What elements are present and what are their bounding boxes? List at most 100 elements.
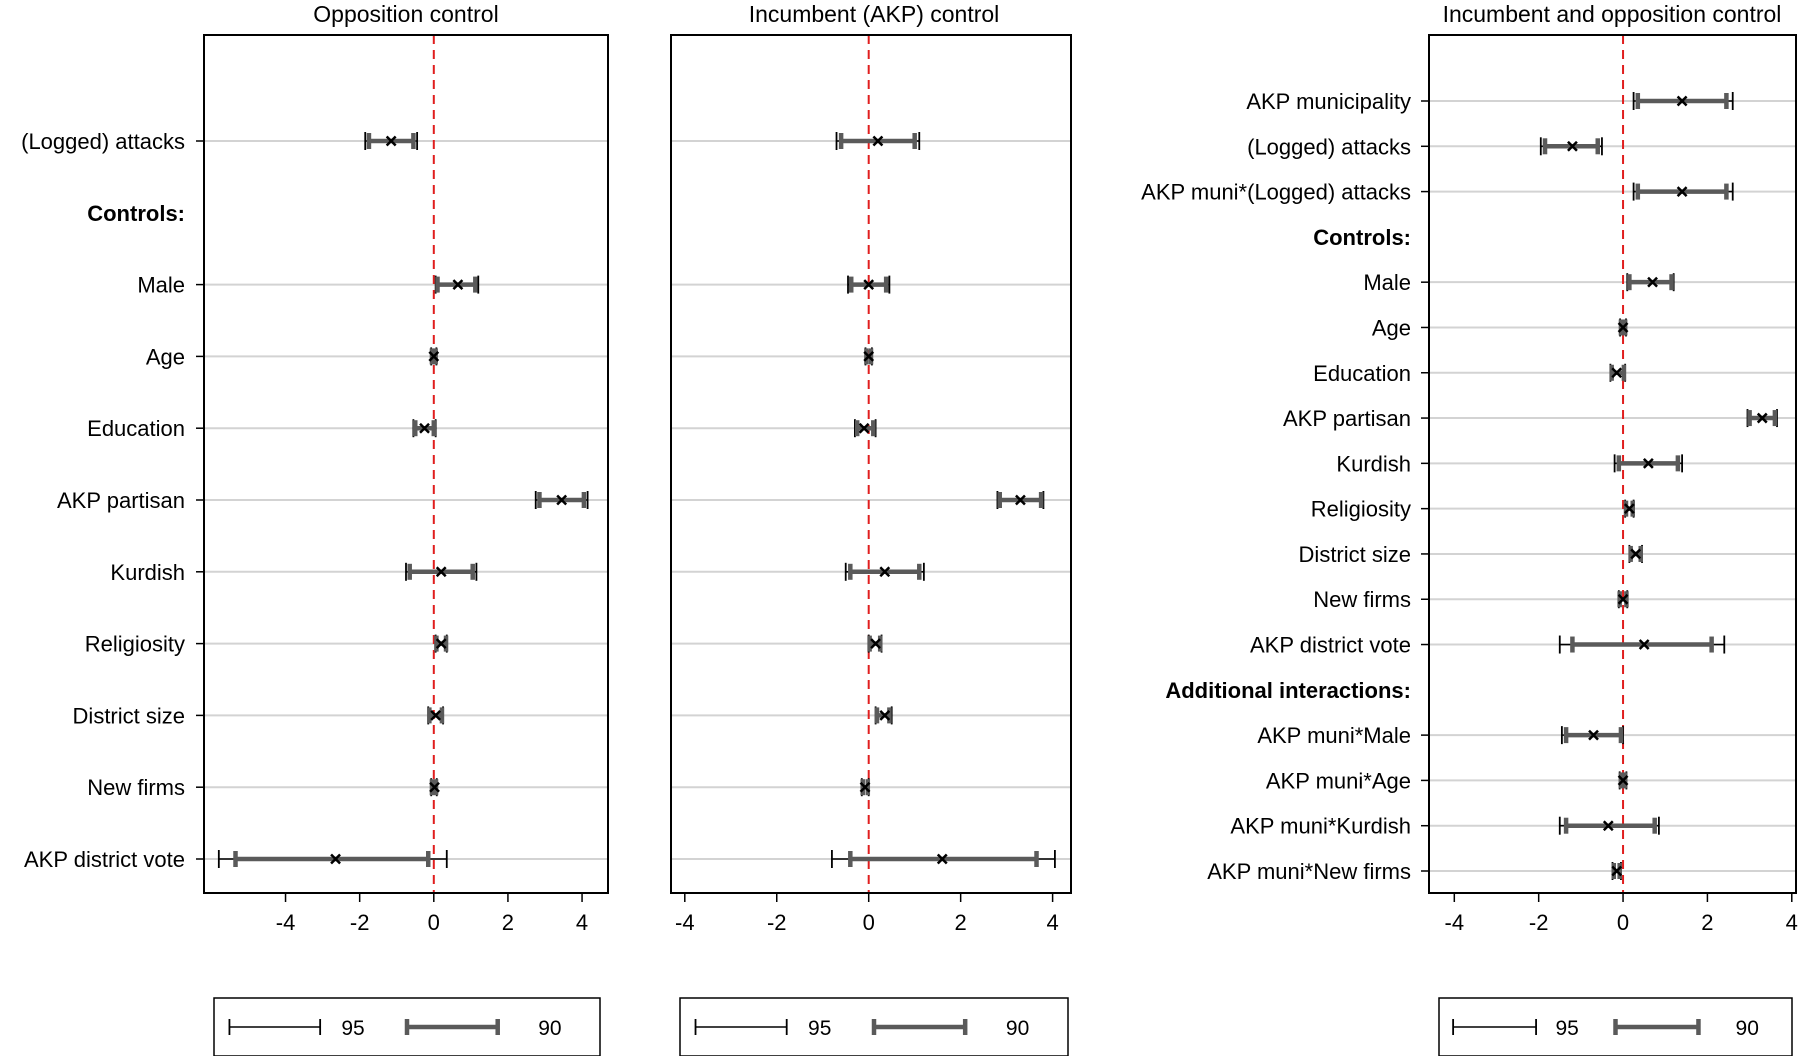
row-label: Male (137, 273, 185, 298)
section-header-label: Additional interactions: (1165, 678, 1411, 703)
x-tick-label: -4 (1445, 910, 1465, 935)
row-label: AKP muni*(Logged) attacks (1141, 180, 1411, 205)
coef-point (435, 566, 447, 578)
coef-mark (1560, 726, 1624, 745)
row-label: (Logged) attacks (21, 129, 185, 154)
row-label: District size (1299, 542, 1411, 567)
x-tick-label: -4 (675, 910, 695, 935)
coef-point (1642, 457, 1654, 469)
panel-title: Incumbent and opposition control (1443, 1, 1782, 27)
x-tick-label: 2 (955, 910, 967, 935)
coef-mark (1558, 816, 1660, 835)
coef-mark (859, 778, 871, 797)
coef-point (330, 853, 341, 865)
legend-ci90-label: 90 (538, 1017, 561, 1040)
row-label: AKP partisan (1283, 406, 1411, 431)
coef-point (863, 351, 875, 362)
row-label: Education (1313, 361, 1411, 386)
row-label: AKP muni*Male (1257, 723, 1411, 748)
x-tick-label: 4 (1046, 910, 1058, 935)
coef-point (430, 710, 442, 721)
row-label: (Logged) attacks (1247, 134, 1411, 159)
coef-mark (835, 132, 921, 150)
row-label: Education (87, 416, 185, 441)
panel-1: Opposition control (Logged) attacks Contro… (21, 1, 609, 1056)
row-label: Age (1372, 315, 1411, 340)
coef-point (429, 781, 440, 793)
coef-mark (434, 275, 480, 294)
section-header-label: Controls: (87, 201, 185, 226)
coef-mark (412, 419, 437, 438)
coef-mark (1617, 771, 1629, 790)
coef-point (556, 494, 568, 506)
coef-mark (863, 347, 875, 366)
x-tick-label: 0 (863, 910, 875, 935)
coef-mark (364, 132, 419, 150)
coef-point (1015, 494, 1026, 506)
coef-mark (1558, 635, 1726, 654)
row-label: Age (146, 344, 185, 369)
coef-point (879, 710, 891, 721)
coef-point (1676, 186, 1688, 197)
plot-frame (203, 34, 609, 894)
coef-point (859, 781, 871, 793)
coef-point (1588, 729, 1599, 741)
coef-point (1611, 865, 1623, 877)
coef-point (1647, 276, 1658, 288)
row-label: New firms (1313, 587, 1411, 612)
coef-point (872, 135, 884, 147)
coef-point (863, 279, 875, 290)
coef-point (452, 279, 464, 290)
coef-mark (996, 491, 1045, 509)
x-tick-label: 2 (1701, 910, 1713, 935)
coef-point (1623, 503, 1635, 515)
row-label: Male (1363, 270, 1411, 295)
coef-mark (847, 275, 891, 294)
coef-point (1602, 820, 1614, 832)
coef-mark (1609, 363, 1627, 382)
row-label: Kurdish (110, 560, 185, 585)
plot-frame (670, 34, 1072, 894)
panel-title: Opposition control (313, 1, 498, 27)
coef-mark (1632, 92, 1734, 110)
coef-mark (867, 634, 883, 653)
row-label: AKP muni*New firms (1207, 859, 1411, 884)
x-tick-label: -2 (1529, 910, 1549, 935)
coef-mark (1613, 454, 1684, 473)
coef-mark (1539, 137, 1603, 156)
x-tick-label: 2 (502, 910, 514, 935)
coef-mark (854, 419, 877, 438)
coef-mark (1746, 409, 1778, 428)
plot-frame (1428, 34, 1797, 894)
coef-mark (1611, 862, 1623, 880)
row-label: AKP district vote (1250, 633, 1411, 658)
coef-mark (534, 491, 589, 509)
coef-point (1617, 322, 1629, 333)
row-label: AKP partisan (57, 488, 185, 513)
coef-mark (844, 562, 925, 581)
panel-2: Incumbent (AKP) control -4 -2 0 2 4 95 90 (670, 1, 1072, 1056)
x-tick-label: -2 (350, 910, 370, 935)
coef-point (936, 853, 948, 865)
coef-point (1567, 140, 1578, 152)
coef-point (870, 638, 881, 649)
coef-point (1630, 548, 1642, 560)
coef-mark (217, 850, 448, 868)
row-label: New firms (87, 775, 185, 800)
row-label: AKP district vote (24, 847, 185, 872)
coef-mark (1628, 544, 1644, 563)
row-label: Religiosity (1311, 497, 1411, 522)
coef-mark (1617, 590, 1629, 609)
section-header-label: Controls: (1313, 225, 1411, 250)
row-label: AKP muni*Kurdish (1230, 814, 1411, 839)
coef-point (1611, 367, 1623, 379)
coef-mark (427, 706, 445, 725)
legend: 95 90 (679, 997, 1069, 1056)
panel-title: Incumbent (AKP) control (749, 1, 1000, 27)
coef-point (435, 638, 447, 649)
row-label: AKP muni*Age (1266, 768, 1411, 793)
coef-point (1617, 593, 1629, 605)
panel-3: Incumbent and opposition control AKP muni… (1141, 1, 1798, 1056)
x-tick-label: 0 (428, 910, 440, 935)
